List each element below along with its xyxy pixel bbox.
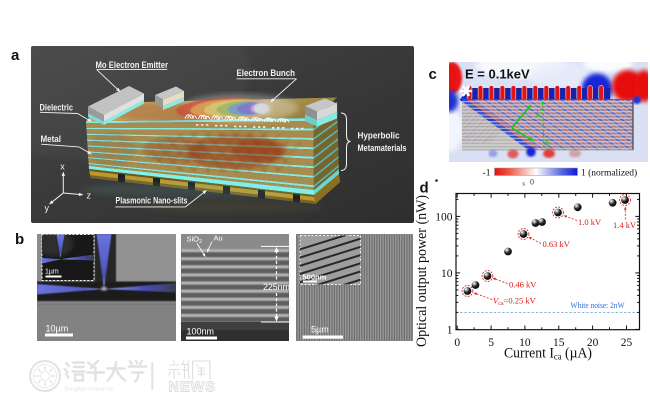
svg-text:500nm: 500nm [303,273,327,282]
svg-text:0: 0 [530,178,534,187]
svg-text:5: 5 [488,337,494,349]
svg-text:Current Ica (µA): Current Ica (µA) [504,346,592,363]
svg-text:Dielectric: Dielectric [40,101,74,112]
svg-text:20: 20 [587,337,599,349]
svg-text:Metamaterials: Metamaterials [358,142,407,153]
svg-text:Mo Electron Emitter: Mo Electron Emitter [96,59,169,70]
svg-text:y: y [45,203,50,213]
svg-text:Hyperbolic: Hyperbolic [358,130,400,141]
svg-text:Plasmonic Nano-slits: Plasmonic Nano-slits [116,194,188,205]
svg-text:Au: Au [214,234,223,243]
svg-text:SiO2: SiO2 [187,235,203,246]
svg-text:0.46 kV: 0.46 kV [509,280,537,290]
svg-text:225nm: 225nm [263,282,290,292]
svg-text:d: d [420,180,429,197]
svg-text:White noise: 2nW: White noise: 2nW [571,300,626,310]
svg-text:25: 25 [621,337,633,349]
svg-text:Optical output power (nW): Optical output power (nW) [414,195,430,347]
svg-text:NEWS: NEWS [169,380,217,396]
svg-text:1.4 kV: 1.4 kV [613,220,637,230]
svg-text:Metal: Metal [41,133,62,144]
svg-text:-1: -1 [483,169,491,179]
svg-text:S: S [545,139,550,149]
svg-text:10: 10 [441,268,453,280]
svg-text:Vca=0.25 kV: Vca=0.25 kV [493,296,537,308]
svg-text:10: 10 [519,337,531,349]
svg-text:a: a [11,47,20,64]
svg-text:100: 100 [435,211,453,223]
svg-text:Tsinghua University: Tsinghua University [64,386,114,393]
svg-text:10µm: 10µm [46,324,69,334]
svg-text:15: 15 [553,337,565,349]
svg-text:1µm: 1µm [45,269,59,276]
svg-text:x: x [60,162,65,172]
svg-text:0.63 kV: 0.63 kV [543,239,571,249]
svg-text:0: 0 [454,337,460,349]
svg-text:c: c [429,66,437,83]
svg-text:Electron Bunch: Electron Bunch [237,67,296,78]
svg-text:b: b [15,231,24,248]
svg-text:x: x [522,181,526,188]
svg-text:1.0 kV: 1.0 kV [578,217,602,227]
svg-text:k: k [536,110,541,120]
svg-text:E = 0.1keV: E = 0.1keV [465,67,530,82]
svg-text:1 (normalized): 1 (normalized) [581,168,637,179]
svg-text:100nm: 100nm [187,327,215,337]
svg-text:1: 1 [447,324,453,336]
svg-text:5µm: 5µm [311,325,329,335]
svg-text:z: z [87,191,92,201]
